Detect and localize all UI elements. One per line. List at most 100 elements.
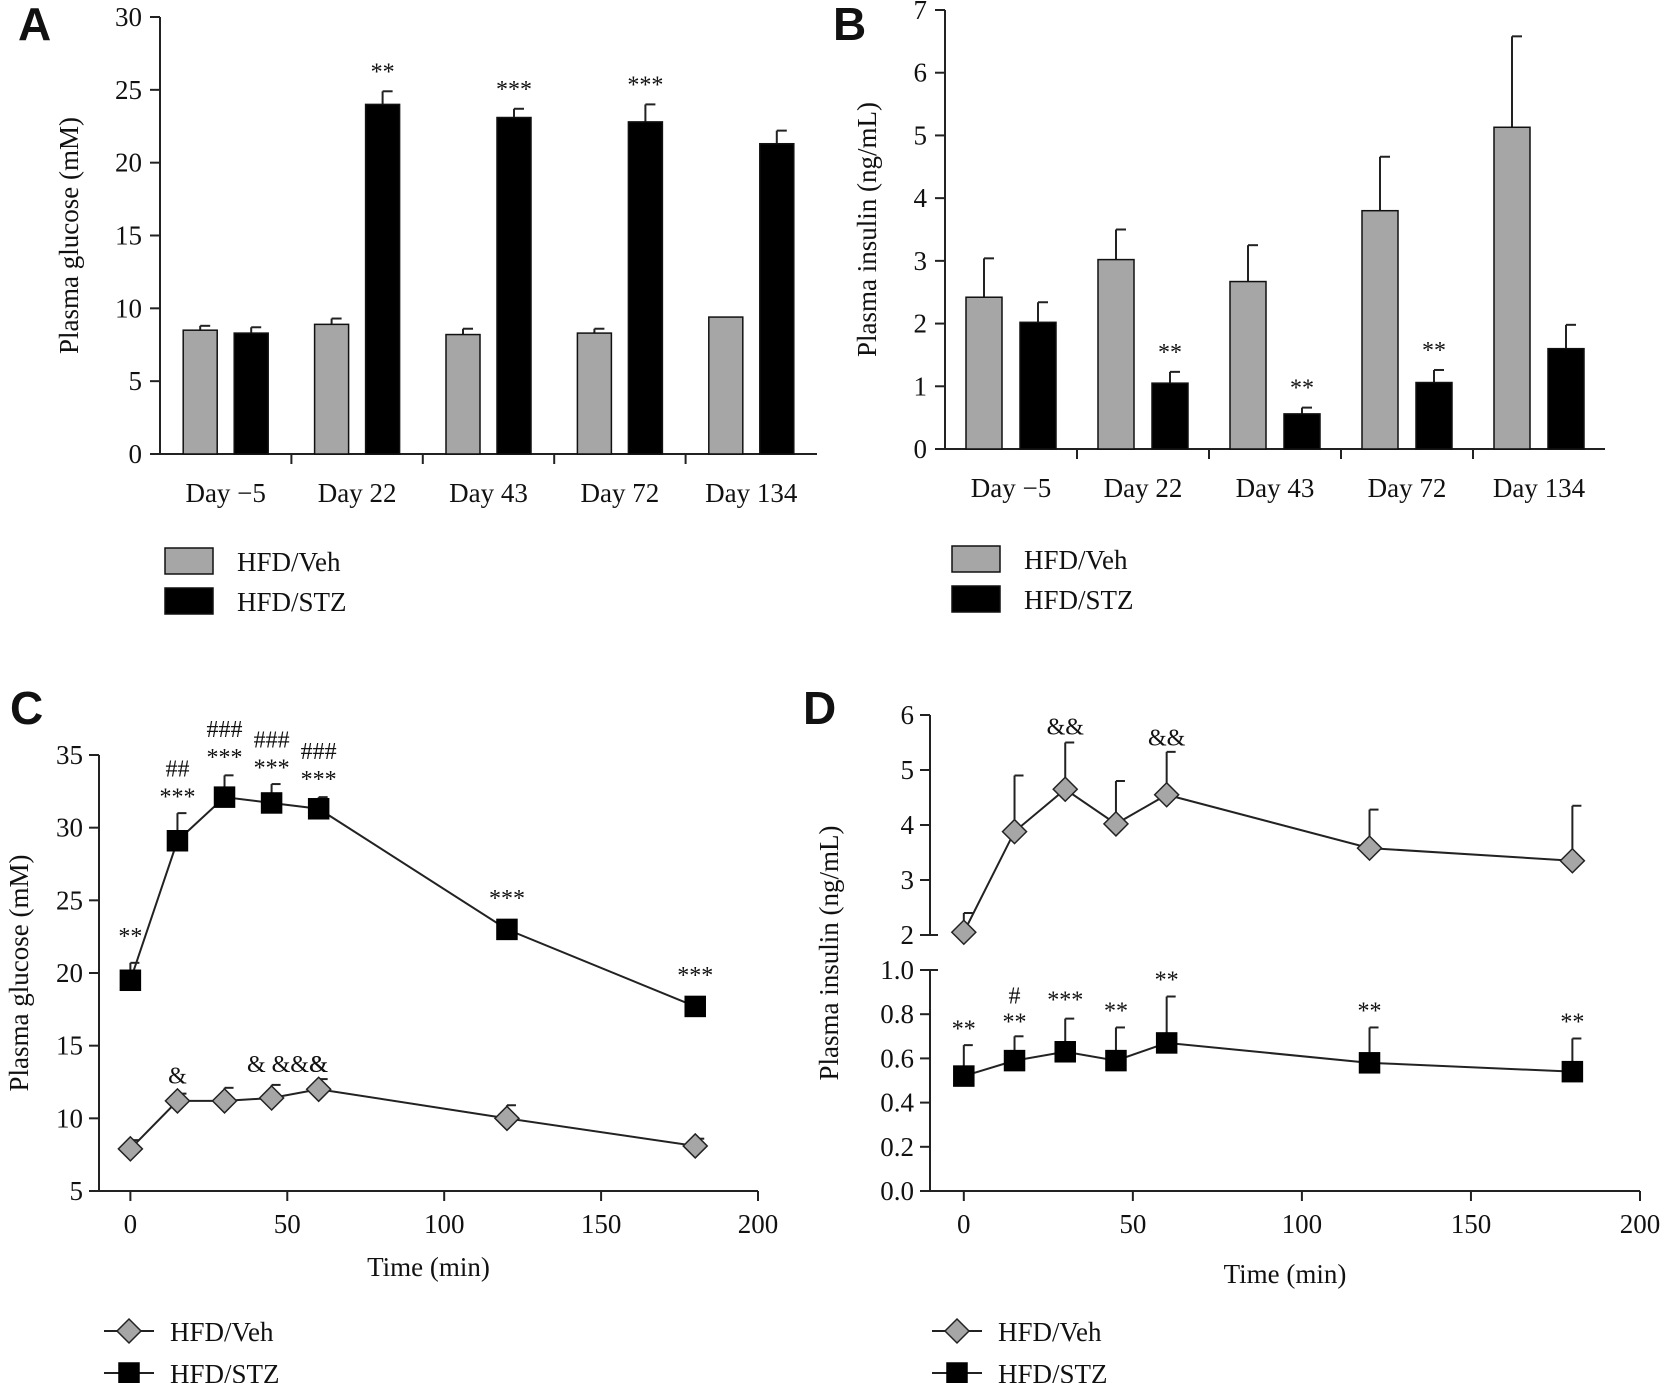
series-line-hfd-veh <box>962 787 1573 933</box>
bar-chart-b: 0 1 2 3 4 5 6 7 Day −5 Day 22 Day 43 Day 72 Day 134 *… <box>914 0 1605 615</box>
legend-label: HFD/STZ <box>1024 585 1134 615</box>
significance-label: ** <box>1104 999 1128 1025</box>
data-point <box>1105 1049 1127 1072</box>
significance-label: *** <box>254 755 290 781</box>
significance-label: ## <box>165 756 189 782</box>
significance-label: ** <box>1003 1010 1027 1036</box>
x-tick-label: 100 <box>424 1209 465 1239</box>
bar-hfd-veh <box>708 316 744 455</box>
data-point <box>119 969 142 992</box>
data-point <box>1003 1049 1026 1072</box>
significance-label: ** <box>952 1016 976 1042</box>
significance-label: ### <box>301 739 337 765</box>
significance-label: ** <box>1155 968 1179 994</box>
data-point <box>953 1065 975 1087</box>
data-point <box>950 919 977 946</box>
data-point <box>164 1087 191 1114</box>
y-tick-label: 30 <box>56 813 83 843</box>
data-point <box>213 786 236 808</box>
y-tick-label: 7 <box>914 0 928 25</box>
significance-label: & <box>168 1063 187 1089</box>
bar-hfd-stz <box>233 332 269 455</box>
y-tick-label: 35 <box>56 740 83 770</box>
legend-swatch <box>164 587 214 615</box>
y-tick-label: 0.6 <box>880 1043 914 1073</box>
panel-letter-b: B <box>833 0 866 50</box>
legend-swatch <box>164 547 214 575</box>
significance-label: ** <box>1358 999 1382 1025</box>
bar-hfd-stz <box>1547 347 1585 450</box>
y-tick-label: 20 <box>56 958 83 988</box>
y-tick-label: 0 <box>129 439 143 469</box>
data-point <box>166 829 189 852</box>
significance-label: ** <box>1560 1010 1584 1036</box>
bar-hfd-veh <box>1097 258 1135 450</box>
bar-hfd-stz <box>627 121 664 455</box>
significance-label: ** <box>118 924 142 950</box>
x-tick-label: 0 <box>957 1209 971 1239</box>
x-axis-label: Time (min) <box>1224 1259 1347 1289</box>
data-point <box>1559 847 1586 874</box>
data-point <box>1052 776 1079 803</box>
significance-label: *** <box>677 963 713 989</box>
x-tick-label: Day 43 <box>449 478 528 508</box>
legend-label: HFD/Veh <box>1024 545 1128 575</box>
x-tick-label: 200 <box>738 1209 779 1239</box>
y-tick-label: 0.2 <box>880 1132 914 1162</box>
y-tick-label: 10 <box>115 293 142 323</box>
legend-label: HFD/STZ <box>998 1359 1108 1383</box>
bar-hfd-stz <box>1283 413 1321 450</box>
bar-hfd-stz <box>759 142 795 455</box>
bar-hfd-stz <box>1151 382 1189 450</box>
bar-hfd-veh <box>1361 209 1399 450</box>
data-point <box>307 798 330 820</box>
x-tick-label: 50 <box>274 1209 301 1239</box>
y-tick-label: 5 <box>901 755 915 785</box>
data-point <box>258 1084 285 1112</box>
legend-marker <box>943 1317 971 1345</box>
x-tick-label: Day −5 <box>971 473 1051 503</box>
x-axis-label: Time (min) <box>367 1252 490 1282</box>
legend-marker <box>115 1317 143 1345</box>
x-tick-label: Day 72 <box>581 478 660 508</box>
data-point <box>1102 810 1130 837</box>
data-point <box>496 918 518 941</box>
data-point <box>1155 1032 1178 1054</box>
data-point <box>684 995 706 1018</box>
x-tick-label: 0 <box>124 1209 138 1239</box>
bar-hfd-veh <box>576 332 613 455</box>
significance-label: *** <box>627 72 663 98</box>
y-axis-label: Plasma glucose (mM) <box>54 117 84 354</box>
legend-label: HFD/Veh <box>998 1317 1102 1347</box>
significance-label: ** <box>1158 340 1182 366</box>
bar-hfd-stz <box>496 116 532 455</box>
x-tick-label: Day 22 <box>1104 473 1183 503</box>
significance-label: *** <box>159 784 195 810</box>
x-tick-label: 100 <box>1282 1209 1323 1239</box>
y-tick-label: 4 <box>901 810 915 840</box>
y-tick-label: 6 <box>901 700 915 730</box>
x-tick-label: 50 <box>1119 1209 1146 1239</box>
y-tick-label: 3 <box>901 865 915 895</box>
significance-label: & <box>309 1052 328 1078</box>
bar-hfd-veh <box>1229 280 1267 450</box>
panel-letter-a: A <box>18 0 51 50</box>
data-point <box>1561 1060 1584 1083</box>
legend-label: HFD/Veh <box>237 547 341 577</box>
data-point <box>211 1087 238 1114</box>
significance-label: *** <box>1047 988 1083 1014</box>
y-tick-label: 5 <box>70 1176 84 1206</box>
x-tick-label: Day 134 <box>705 478 798 508</box>
y-tick-label: 0.4 <box>880 1088 914 1118</box>
x-tick-label: Day 22 <box>318 478 397 508</box>
data-point <box>1054 1041 1076 1063</box>
data-point <box>260 792 283 814</box>
y-tick-label: 30 <box>115 2 142 32</box>
legend-label: HFD/STZ <box>237 587 347 617</box>
y-tick-label: 5 <box>914 120 928 150</box>
y-tick-label: 2 <box>901 920 915 950</box>
data-point <box>682 1132 709 1160</box>
bar-hfd-stz <box>364 103 401 455</box>
